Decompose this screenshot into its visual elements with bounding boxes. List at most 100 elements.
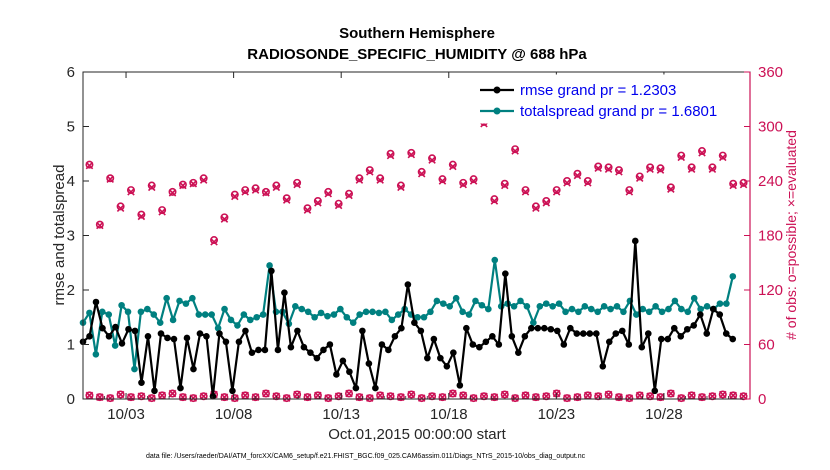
totalspread-point — [369, 308, 376, 316]
obs-low-evaluated-marker — [449, 389, 457, 398]
obs-possible-marker — [293, 178, 302, 187]
totalspread-point — [163, 294, 170, 302]
rmse-point — [567, 324, 574, 332]
obs-low-evaluated-marker — [137, 392, 146, 401]
obs-low-evaluated-marker — [231, 394, 239, 402]
totalspread-point — [176, 297, 183, 305]
y-tick-label: 2 — [67, 282, 75, 299]
totalspread-point — [324, 312, 331, 320]
x-tick-label: 10/23 — [538, 406, 576, 423]
totalspread-point — [99, 308, 106, 316]
obs-low-possible-marker — [448, 389, 457, 398]
rmse-point — [722, 330, 730, 337]
totalspread-point — [645, 308, 653, 316]
obs-possible-marker — [511, 145, 520, 154]
totalspread-point — [555, 300, 563, 307]
obs-evaluated-marker — [532, 204, 540, 213]
rmse-point — [437, 354, 444, 362]
totalspread-point — [600, 303, 608, 310]
totalspread-point — [633, 311, 640, 318]
totalspread-point — [349, 319, 357, 327]
obs-possible-marker — [241, 186, 250, 195]
obs-low-possible-marker — [147, 394, 156, 403]
rmse-point — [203, 333, 210, 340]
obs-evaluated-marker — [345, 191, 353, 200]
obs-evaluated-marker — [677, 153, 686, 162]
obs-evaluated-marker — [334, 201, 343, 210]
y2-tick-label: 240 — [758, 173, 783, 190]
obs-possible-marker — [272, 181, 281, 190]
rmse-point — [625, 341, 633, 348]
obs-evaluated-marker — [158, 208, 166, 216]
totalspread-point — [478, 301, 486, 309]
obs-evaluated-marker — [594, 164, 602, 173]
rmse-point — [683, 325, 691, 333]
totalspread-point — [337, 305, 344, 313]
obs-low-evaluated-marker — [625, 394, 634, 402]
rmse-point — [586, 330, 594, 337]
obs-possible-marker — [563, 177, 572, 186]
obs-low-possible-marker — [573, 393, 582, 402]
rmse-point — [248, 349, 256, 356]
obs-low-possible-marker — [220, 393, 229, 402]
obs-evaluated-marker — [428, 156, 436, 164]
rmse-point — [560, 341, 568, 348]
obs-low-possible-marker — [95, 393, 104, 402]
obs-low-possible-marker — [511, 394, 520, 403]
obs-possible-marker — [656, 164, 665, 173]
obs-evaluated-marker — [563, 179, 571, 187]
obs-possible-marker — [583, 177, 592, 186]
obs-low-evaluated-marker — [376, 391, 384, 400]
rmse-point — [677, 333, 685, 340]
obs-evaluated-marker — [262, 189, 270, 197]
obs-low-possible-marker — [324, 394, 333, 403]
totalspread-point — [234, 322, 241, 329]
obs-low-possible-marker — [282, 394, 291, 403]
rmse-point — [112, 323, 119, 331]
obs-low-evaluated-marker — [407, 390, 416, 399]
obs-low-evaluated-marker — [106, 394, 114, 402]
totalspread-point — [253, 313, 261, 321]
obs-evaluated-marker — [397, 183, 405, 192]
totalspread-point — [189, 294, 196, 302]
y-tick-label: 5 — [67, 119, 75, 136]
obs-low-evaluated-marker — [189, 394, 198, 402]
rmse-point — [638, 343, 646, 351]
rmse-point — [164, 334, 171, 342]
totalspread-point — [343, 313, 351, 321]
obs-possible-marker — [313, 196, 322, 205]
obs-evaluated-marker — [293, 180, 301, 189]
chart-subtitle: RADIOSONDE_SPECIFIC_HUMIDITY @ 688 hPa — [247, 46, 587, 63]
totalspread-point — [678, 305, 685, 313]
rmse-point — [398, 324, 405, 332]
totalspread-point — [311, 313, 318, 321]
rmse-point — [716, 311, 724, 318]
obs-low-possible-marker — [614, 393, 623, 402]
obs-possible-marker — [573, 169, 582, 178]
obs-possible-marker — [345, 189, 354, 198]
obs-evaluated-marker — [189, 179, 198, 188]
rmse-point — [294, 327, 301, 335]
obs-possible-marker — [220, 213, 229, 222]
totalspread-point — [150, 311, 158, 318]
totalspread-point — [485, 305, 492, 313]
rmse-point — [105, 333, 113, 340]
obs-possible-marker — [490, 195, 499, 204]
obs-low-evaluated-marker — [324, 394, 333, 402]
rmse-point — [352, 384, 360, 392]
totalspread-point — [465, 311, 473, 318]
obs-low-possible-marker — [677, 394, 686, 403]
obs-evaluated-marker — [147, 183, 156, 192]
obs-low-possible-marker — [230, 394, 239, 403]
rmse-point — [255, 346, 262, 354]
rmse-point — [313, 354, 321, 362]
totalspread-point — [658, 308, 666, 316]
rmse-point — [326, 341, 334, 348]
totalspread-point — [246, 316, 254, 324]
obs-evaluated-marker — [303, 206, 312, 214]
obs-possible-marker — [376, 174, 385, 183]
rmse-point — [554, 327, 561, 335]
rmse-point — [320, 346, 327, 354]
totalspread-point — [439, 300, 447, 307]
